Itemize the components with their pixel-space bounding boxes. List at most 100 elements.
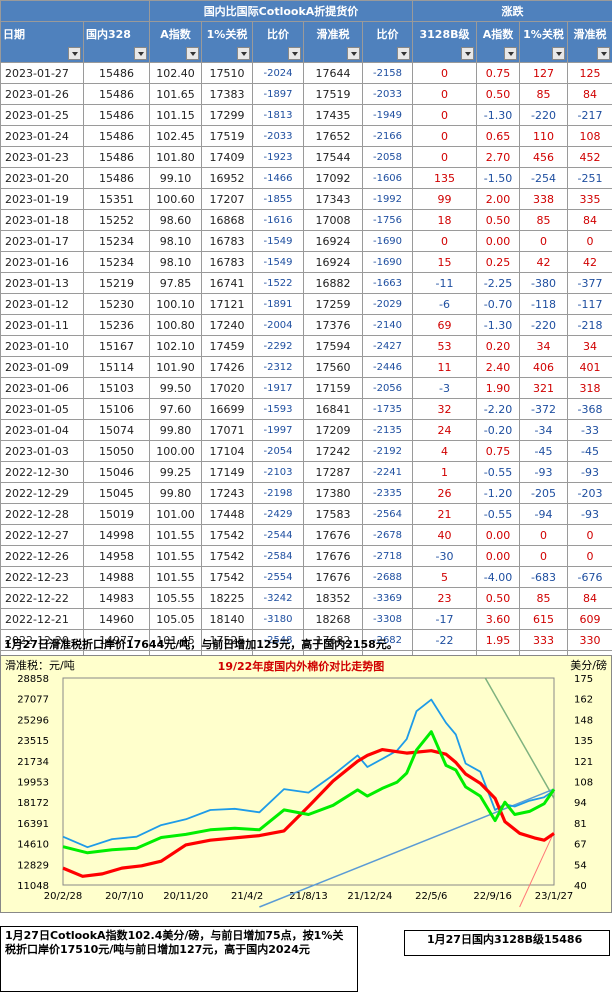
table-cell[interactable]: 2023-01-20 — [0, 167, 84, 189]
table-cell[interactable]: 101.55 — [149, 524, 202, 546]
table-cell[interactable]: 15230 — [83, 293, 150, 315]
table-cell[interactable]: -1.20 — [476, 482, 520, 504]
table-cell[interactable]: -676 — [567, 566, 612, 588]
table-cell[interactable]: -372 — [519, 398, 568, 420]
table-cell[interactable]: 16868 — [201, 209, 253, 231]
table-cell[interactable]: 1 — [412, 461, 477, 483]
table-cell[interactable]: -2.25 — [476, 272, 520, 294]
table-cell[interactable]: -1466 — [252, 167, 304, 189]
table-cell[interactable]: -2446 — [362, 356, 413, 378]
table-cell[interactable]: 2022-12-23 — [0, 566, 84, 588]
filter-dropdown-icon[interactable] — [347, 47, 360, 60]
table-cell[interactable]: 452 — [567, 146, 612, 168]
table-cell[interactable]: 17459 — [201, 335, 253, 357]
table-cell[interactable]: 0 — [567, 545, 612, 567]
table-cell[interactable]: 17542 — [201, 524, 253, 546]
table-cell[interactable]: 97.85 — [149, 272, 202, 294]
table-cell[interactable]: 5 — [412, 566, 477, 588]
table-cell[interactable]: 0.00 — [476, 545, 520, 567]
table-cell[interactable]: 101.55 — [149, 566, 202, 588]
table-cell[interactable]: 101.80 — [149, 146, 202, 168]
table-cell[interactable]: 84 — [567, 209, 612, 231]
table-cell[interactable]: 17542 — [201, 545, 253, 567]
table-cell[interactable]: 0 — [519, 230, 568, 252]
table-cell[interactable]: 17426 — [201, 356, 253, 378]
table-cell[interactable]: 17121 — [201, 293, 253, 315]
table-cell[interactable]: 101.90 — [149, 356, 202, 378]
table-cell[interactable]: 2023-01-24 — [0, 125, 84, 147]
table-cell[interactable]: 100.00 — [149, 440, 202, 462]
table-cell[interactable]: -2292 — [252, 335, 304, 357]
table-cell[interactable]: 34 — [567, 335, 612, 357]
table-cell[interactable]: -93 — [567, 461, 612, 483]
table-cell[interactable]: 18140 — [201, 608, 253, 630]
table-cell[interactable]: 0.20 — [476, 335, 520, 357]
table-cell[interactable]: -1891 — [252, 293, 304, 315]
table-cell[interactable]: -2198 — [252, 482, 304, 504]
filter-dropdown-icon[interactable] — [186, 47, 199, 60]
table-cell[interactable]: 17071 — [201, 419, 253, 441]
table-cell[interactable]: 17243 — [201, 482, 253, 504]
table-cell[interactable]: 609 — [567, 608, 612, 630]
table-cell[interactable]: -1.50 — [476, 167, 520, 189]
table-cell[interactable]: -34 — [519, 419, 568, 441]
table-cell[interactable]: 2023-01-04 — [0, 419, 84, 441]
table-cell[interactable]: -2135 — [362, 419, 413, 441]
table-cell[interactable]: -93 — [519, 461, 568, 483]
table-cell[interactable]: 23 — [412, 587, 477, 609]
table-cell[interactable]: 100.80 — [149, 314, 202, 336]
table-cell[interactable]: 21 — [412, 503, 477, 525]
table-cell[interactable]: 2022-12-28 — [0, 503, 84, 525]
table-cell[interactable]: -1.30 — [476, 314, 520, 336]
table-cell[interactable]: 42 — [519, 251, 568, 273]
table-cell[interactable]: 4 — [412, 440, 477, 462]
table-cell[interactable]: 15074 — [83, 419, 150, 441]
filter-dropdown-icon[interactable] — [288, 47, 301, 60]
table-cell[interactable]: 17207 — [201, 188, 253, 210]
table-cell[interactable]: 15019 — [83, 503, 150, 525]
table-cell[interactable]: 102.45 — [149, 125, 202, 147]
table-cell[interactable]: 333 — [519, 629, 568, 651]
table-cell[interactable]: 1.95 — [476, 629, 520, 651]
table-cell[interactable]: -1992 — [362, 188, 413, 210]
table-cell[interactable]: 99.80 — [149, 419, 202, 441]
table-cell[interactable]: 15045 — [83, 482, 150, 504]
filter-dropdown-icon[interactable] — [552, 47, 565, 60]
table-cell[interactable]: 2023-01-11 — [0, 314, 84, 336]
table-cell[interactable]: 17376 — [303, 314, 363, 336]
table-cell[interactable]: 100.10 — [149, 293, 202, 315]
table-cell[interactable]: 2022-12-26 — [0, 545, 84, 567]
table-cell[interactable]: -2312 — [252, 356, 304, 378]
table-cell[interactable]: 99.25 — [149, 461, 202, 483]
table-cell[interactable]: -1606 — [362, 167, 413, 189]
table-cell[interactable]: -1690 — [362, 230, 413, 252]
table-cell[interactable]: 17435 — [303, 104, 363, 126]
table-cell[interactable]: -2554 — [252, 566, 304, 588]
table-cell[interactable]: 17510 — [201, 62, 253, 84]
col-header-ratio-1[interactable]: 比价 — [252, 21, 304, 63]
col-header-domestic328[interactable]: 国内328 — [83, 21, 150, 63]
table-cell[interactable]: 99.80 — [149, 482, 202, 504]
table-cell[interactable]: 0 — [412, 83, 477, 105]
table-cell[interactable]: 18225 — [201, 587, 253, 609]
table-cell[interactable]: 15486 — [83, 83, 150, 105]
table-cell[interactable]: 105.55 — [149, 587, 202, 609]
table-cell[interactable]: 102.40 — [149, 62, 202, 84]
table-cell[interactable]: 2023-01-17 — [0, 230, 84, 252]
table-cell[interactable]: 69 — [412, 314, 477, 336]
table-cell[interactable]: -1.30 — [476, 104, 520, 126]
table-cell[interactable]: 2023-01-27 — [0, 62, 84, 84]
table-cell[interactable]: 335 — [567, 188, 612, 210]
table-cell[interactable]: -117 — [567, 293, 612, 315]
table-cell[interactable]: 0 — [412, 146, 477, 168]
table-cell[interactable]: -2158 — [362, 62, 413, 84]
table-cell[interactable]: 99.10 — [149, 167, 202, 189]
table-cell[interactable]: 105.05 — [149, 608, 202, 630]
table-cell[interactable]: 2023-01-26 — [0, 83, 84, 105]
table-cell[interactable]: -2029 — [362, 293, 413, 315]
table-cell[interactable]: 2023-01-23 — [0, 146, 84, 168]
table-cell[interactable]: 17242 — [303, 440, 363, 462]
table-cell[interactable]: 2022-12-29 — [0, 482, 84, 504]
table-cell[interactable]: 16924 — [303, 230, 363, 252]
table-cell[interactable]: -2056 — [362, 377, 413, 399]
